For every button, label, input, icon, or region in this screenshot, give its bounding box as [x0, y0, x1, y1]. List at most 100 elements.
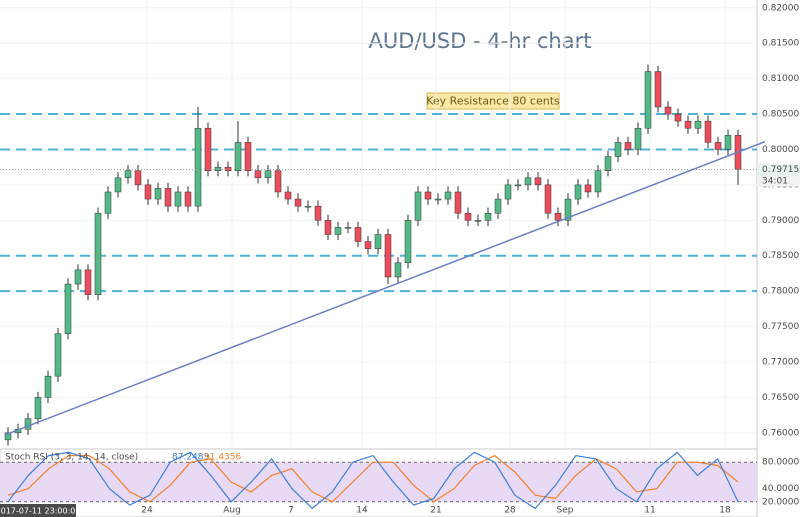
candle-body	[94, 212, 102, 295]
candle-body	[614, 142, 622, 157]
candle-body	[144, 184, 152, 200]
candle-body	[294, 198, 302, 207]
x-tick-label: 28	[504, 506, 516, 516]
stoch-label: Stoch RSI (3, 3, 14, 14, close)	[5, 453, 138, 463]
x-tick-label: 21	[430, 506, 441, 516]
countdown-tag	[757, 175, 800, 187]
stoch-tick-label: 20.0000	[762, 497, 799, 507]
candle-body	[704, 120, 712, 143]
candle-body	[654, 71, 662, 108]
candle-body	[684, 120, 692, 129]
candle-body	[104, 191, 112, 214]
candle-body	[334, 227, 342, 235]
candle-body	[34, 397, 42, 419]
candle-body	[544, 184, 552, 214]
candle-body	[344, 227, 352, 229]
candle-body	[314, 205, 322, 221]
chart-title: AUD/USD - 4-hr chart	[369, 29, 592, 53]
candle-body	[184, 191, 192, 207]
y-tick-label: 0.81000	[762, 74, 799, 84]
candle-body	[44, 375, 52, 398]
y-tick-label: 0.82000	[762, 3, 799, 13]
candle-body	[124, 170, 132, 179]
candle-body	[174, 191, 182, 207]
x-tick-label: Aug	[223, 506, 241, 516]
last-price-label: 0.79715	[762, 165, 799, 175]
x-tick-label: 24	[141, 506, 153, 516]
candle-body	[444, 191, 452, 200]
candle-body	[674, 113, 682, 122]
y-tick-label: 0.79000	[762, 216, 799, 226]
candle-body	[24, 418, 32, 430]
candle-body	[64, 283, 72, 334]
candle-body	[534, 177, 542, 186]
candle-body	[634, 127, 642, 150]
y-tick-label: 0.80500	[762, 110, 799, 120]
trendline	[4, 140, 766, 436]
y-tick-label: 0.76500	[762, 393, 799, 403]
candle-body	[404, 220, 412, 264]
candle-body	[554, 212, 562, 221]
stoch-d-value: 91.4356	[204, 453, 241, 463]
candle-body	[234, 142, 242, 171]
candle-body	[264, 170, 272, 179]
y-tick-label: 0.81500	[762, 39, 799, 49]
candle-body	[474, 220, 482, 222]
candle-body	[254, 170, 262, 179]
candle-body	[414, 191, 422, 221]
candle-body	[594, 170, 602, 193]
candle-body	[4, 432, 12, 441]
candle-body	[194, 127, 202, 207]
candle-body	[644, 71, 652, 129]
stoch-k-value: 87.2483	[172, 453, 209, 463]
candle-body	[244, 142, 252, 171]
stoch-k-line	[7, 451, 739, 510]
x-tick-label: 11	[644, 506, 655, 516]
candle-body	[714, 142, 722, 150]
candle-body	[304, 205, 312, 208]
candle-body	[364, 241, 372, 249]
candle-body	[384, 234, 392, 278]
candle-body	[224, 166, 232, 171]
countdown: 34:01	[762, 177, 788, 187]
candle-body	[694, 120, 702, 129]
stoch-tick-label: 40.0000	[762, 484, 799, 494]
start-label: 2017-07-11 23:00:00	[0, 507, 80, 516]
candle-body	[114, 177, 122, 193]
candle-body	[424, 191, 432, 200]
y-tick-label: 0.78000	[762, 287, 799, 297]
candle-body	[84, 269, 92, 295]
candle-body	[724, 135, 732, 150]
candle-body	[434, 198, 442, 201]
candle-body	[214, 166, 222, 171]
candle-body	[604, 156, 612, 171]
candle-body	[484, 212, 492, 221]
candle-body	[504, 184, 512, 200]
x-tick-label: 18	[719, 506, 731, 516]
candle-body	[624, 142, 632, 150]
candle-body	[584, 184, 592, 193]
stoch-tick-label: 80.0000	[762, 458, 799, 468]
candle-body	[284, 191, 292, 200]
candle-body	[494, 198, 502, 214]
annotation-box	[426, 92, 560, 110]
candle-body	[374, 234, 382, 249]
candle-body	[54, 333, 62, 377]
candle-body	[134, 170, 142, 186]
y-tick-label: 0.78500	[762, 251, 799, 261]
candle-body	[664, 106, 672, 115]
y-tick-label: 0.77500	[762, 322, 799, 332]
candle-body	[514, 184, 522, 187]
candle-body	[524, 177, 532, 186]
x-tick-label: 14	[356, 506, 368, 516]
candle-body	[154, 188, 162, 200]
candle-body	[574, 184, 582, 200]
x-tick-label: Sep	[557, 506, 574, 516]
candle-body	[74, 269, 82, 285]
annotation: Key Resistance 80 cents	[426, 95, 560, 108]
candle-body	[394, 262, 402, 278]
candle-body	[454, 191, 462, 214]
candle-body	[204, 127, 212, 171]
